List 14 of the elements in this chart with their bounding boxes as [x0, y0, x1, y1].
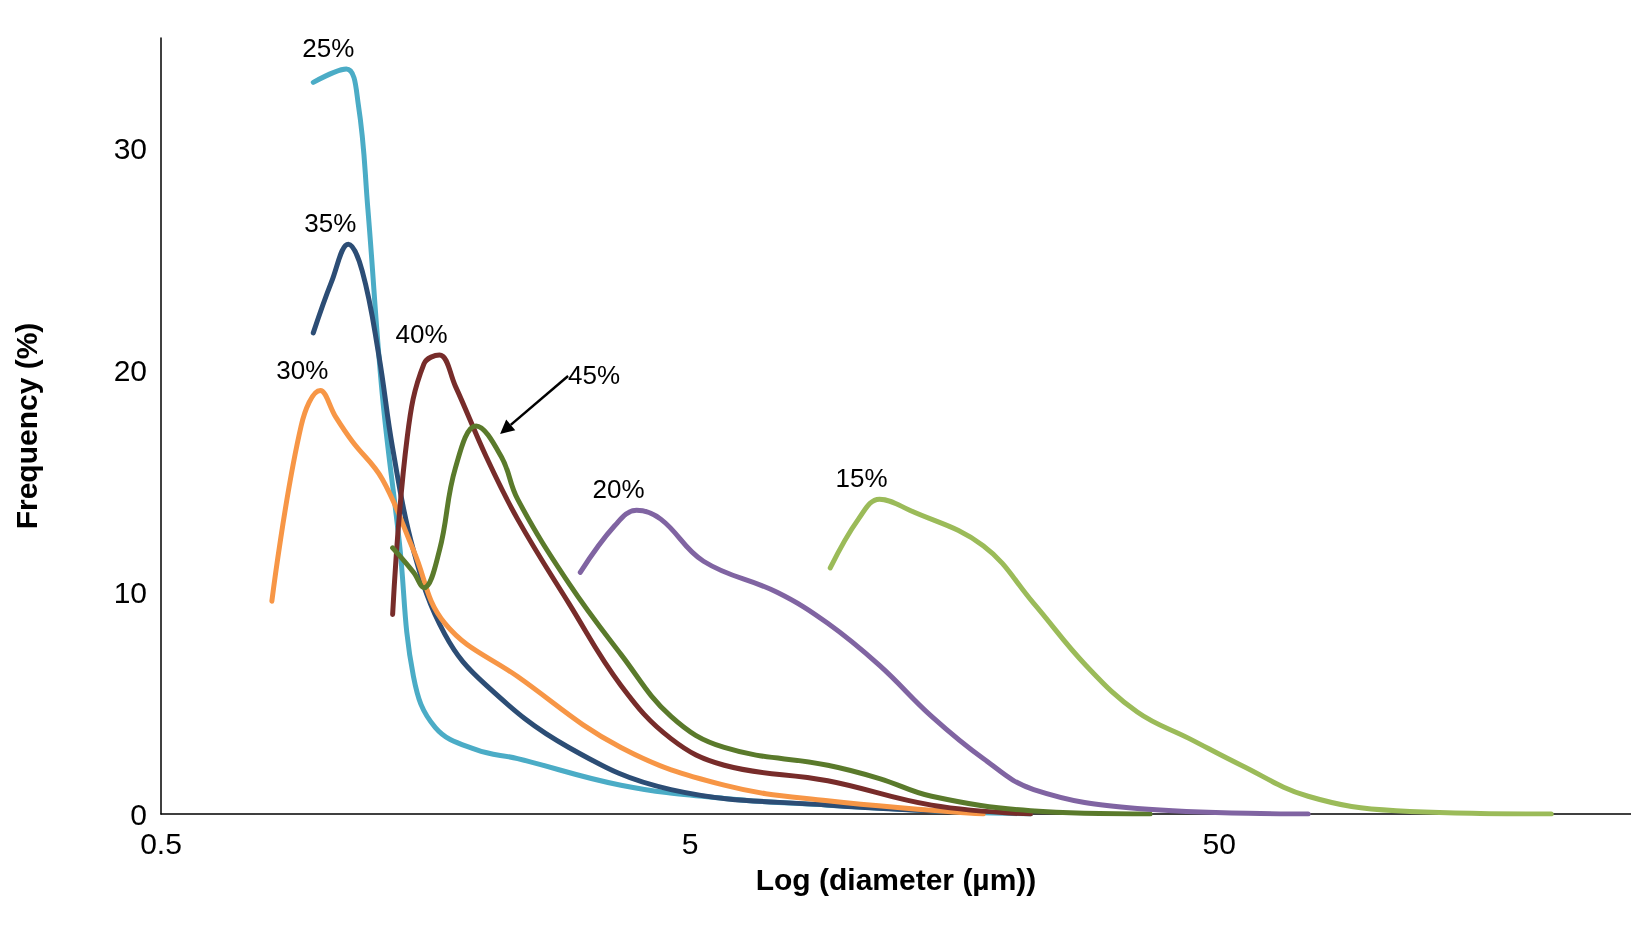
x-tick-label: 5	[681, 826, 699, 860]
series-label: 20%	[592, 474, 645, 505]
y-axis-title: Frequency (%)	[9, 322, 43, 530]
x-axis-title: Log (diameter (µm))	[755, 862, 1037, 896]
y-tick-label: 20	[113, 354, 147, 388]
y-tick-label: 10	[113, 575, 147, 609]
series-label: 30%	[276, 354, 329, 385]
y-tick-label: 30	[113, 132, 147, 166]
series-label: 35%	[304, 208, 357, 239]
x-tick-label: 50	[1202, 826, 1236, 860]
series-label: 15%	[835, 463, 888, 494]
series-label: 25%	[302, 33, 355, 64]
series-label: 40%	[395, 319, 448, 350]
annotation: 45%	[568, 360, 621, 391]
